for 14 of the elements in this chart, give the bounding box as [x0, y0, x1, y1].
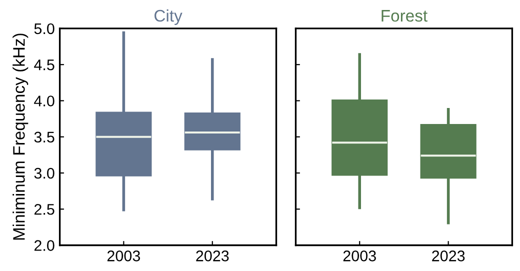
y-tick-label: 4.5	[34, 60, 54, 70]
y-tick-label: 2.0	[34, 240, 54, 251]
x-tick-label: 2003	[343, 250, 376, 262]
y-axis-title: Miniminum Frequency (kHz)	[12, 34, 28, 240]
x-tick-label: 2003	[107, 250, 140, 262]
x-tick-label: 2023	[432, 250, 465, 262]
y-tick-label: 2.5	[34, 204, 54, 215]
chart-title: Forest	[382, 10, 428, 22]
y-tick-label: 5.0	[34, 23, 54, 34]
chart-title: City	[154, 9, 182, 25]
x-tick-label: 2023	[196, 250, 229, 262]
y-tick-label: 4.0	[34, 96, 54, 106]
y-tick-label: 3.5	[34, 132, 54, 143]
y-tick-label: 3.0	[34, 168, 54, 179]
